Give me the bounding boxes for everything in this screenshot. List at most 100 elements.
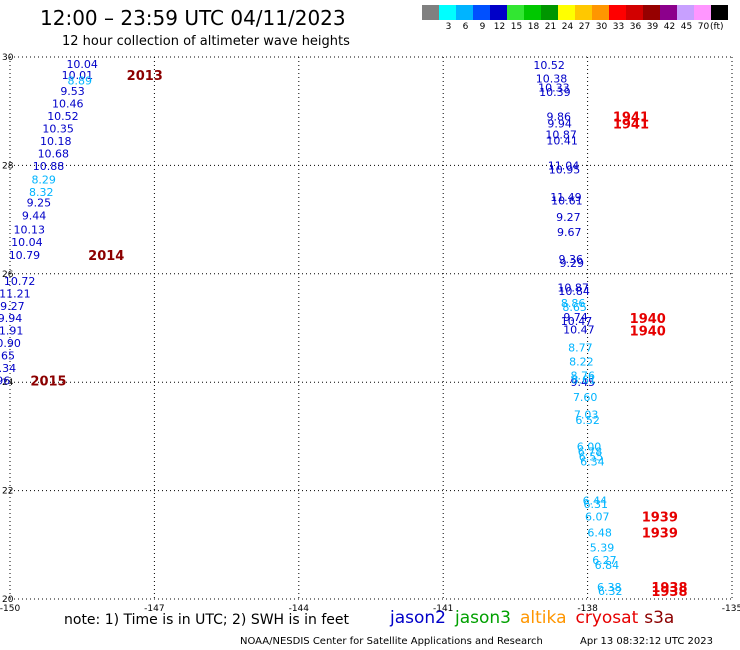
wave-height-label: 10.90	[0, 337, 21, 350]
wave-height-label: 10.35	[42, 123, 74, 136]
wave-height-label: 6.78	[578, 446, 603, 459]
wave-height-label: 6.38	[597, 581, 622, 594]
satellite-legend-cryosat: cryosat	[575, 608, 639, 628]
wave-height-label: 10.84	[558, 285, 590, 298]
wave-height-label: 6.55	[579, 450, 604, 463]
legend-swatch	[473, 5, 490, 20]
wave-height-label: 9.65	[0, 350, 15, 363]
x-tick-label: -150	[0, 604, 20, 614]
satellite-legend-jason3: jason3	[455, 608, 511, 628]
legend-tick-label: 30	[595, 22, 608, 32]
tick-layer: -150 -147 -144 -141 -138 -135 20 22 24 26 28 30	[0, 53, 740, 614]
wave-height-label: 10.47	[561, 315, 593, 328]
wave-height-label: 10.46	[52, 98, 84, 111]
chart-title: 12:00 – 23:59 UTC 04/11/2023	[40, 6, 346, 30]
wave-height-label: 6.32	[598, 585, 623, 598]
wave-height-label: 10.38	[536, 73, 568, 86]
wave-height-label: 10.87	[557, 281, 589, 294]
wave-height-label: 5.39	[590, 542, 615, 555]
legend-tick-label: 70	[697, 22, 710, 32]
wave-height-label: 6.00	[577, 441, 602, 454]
wave-height-label: 8.29	[31, 173, 56, 186]
grid-layer	[9, 56, 733, 600]
wave-height-label: 8.65	[562, 301, 587, 314]
legend-tick-label: 42	[663, 22, 676, 32]
y-tick-label: 24	[2, 378, 14, 388]
legend-swatch	[456, 5, 473, 20]
y-tick-label: 22	[2, 487, 13, 497]
y-tick-label: 30	[2, 53, 14, 63]
wave-height-label: 6.48	[587, 526, 612, 539]
wave-height-label: 6.44	[583, 494, 608, 507]
wave-height-label: 9.53	[60, 85, 85, 98]
legend-unit: (ft)	[710, 22, 724, 32]
wave-height-label: 9.36	[559, 253, 584, 266]
pass-label: 1940	[630, 325, 666, 340]
wave-height-label: 10.39	[539, 86, 571, 99]
legend-tick-label: 27	[578, 22, 591, 32]
wave-height-label: 8.77	[568, 342, 593, 355]
wave-height-label: 10.87	[545, 129, 577, 142]
pass-label: 2014	[88, 249, 124, 264]
legend-tick-label: 15	[510, 22, 523, 32]
legend-tick-label: 39	[646, 22, 659, 32]
wave-height-label: 8.32	[29, 186, 54, 199]
wave-height-label: 10.33	[538, 81, 570, 94]
wave-height-label: 10.61	[551, 195, 583, 208]
legend-swatch	[592, 5, 609, 20]
wave-height-label: 9.94	[0, 312, 22, 325]
wave-height-label: 10.68	[38, 147, 70, 160]
chart-subtitle: 12 hour collection of altimeter wave hei…	[62, 34, 350, 49]
wave-height-label: 10.04	[66, 58, 98, 71]
x-tick-label: -138	[577, 604, 598, 614]
legend-swatches	[422, 5, 728, 20]
wave-height-label: 8.76	[571, 370, 596, 383]
pass-label: 1938	[651, 581, 687, 596]
legend-swatch	[507, 5, 524, 20]
wave-height-label: 11.21	[0, 287, 31, 300]
wave-height-label: 11.91	[0, 325, 23, 338]
legend-swatch	[660, 5, 677, 20]
legend-swatch	[711, 5, 728, 20]
legend-swatch	[643, 5, 660, 20]
wave-height-label: 8.89	[68, 74, 93, 87]
x-tick-label: -147	[144, 604, 164, 614]
satellite-legend-altika: altika	[520, 608, 567, 628]
legend-tick-label: 9	[479, 22, 486, 32]
legend-swatch	[626, 5, 643, 20]
x-tick-label: -141	[433, 604, 453, 614]
legend-swatch	[694, 5, 711, 20]
wave-height-label: 6.31	[584, 498, 609, 511]
wave-height-label: 7.60	[573, 391, 598, 404]
y-tick-label: 26	[2, 270, 14, 280]
wave-height-label: 7.03	[574, 409, 599, 422]
wave-height-label: 10.79	[9, 249, 41, 262]
wave-height-label: 11.04	[548, 159, 580, 172]
legend-swatch	[677, 5, 694, 20]
wave-height-label: 6.34	[580, 455, 605, 468]
footer-note: note: 1) Time is in UTC; 2) SWH is in fe…	[64, 612, 350, 628]
y-tick-label: 28	[2, 161, 14, 171]
legend-tick-label: 33	[612, 22, 625, 32]
wave-height-label: 8.61	[571, 373, 596, 386]
y-tick-label: 20	[2, 595, 14, 605]
legend-tick-label: 36	[629, 22, 642, 32]
wave-height-label: 9.25	[27, 196, 52, 209]
satellite-legend-jason2: jason2	[390, 608, 446, 628]
wave-height-label: 9.27	[0, 300, 25, 313]
wave-height-label: 9.27	[556, 211, 581, 224]
legend-swatch	[541, 5, 558, 20]
legend-tick-label: 12	[493, 22, 506, 32]
wave-height-label: 8.22	[569, 356, 594, 369]
x-tick-label: -135	[722, 604, 740, 614]
wave-height-label: 10.95	[549, 164, 581, 177]
footer-timestamp: Apr 13 08:32:12 UTC 2023	[580, 636, 713, 647]
wave-height-color-legend: 3 6 9 12 15 18 21 24 27 30 33 36 39 42 45 70 (ft)	[422, 5, 732, 37]
data-label-layer: 10.0410.019.5310.4610.5210.3510.1810.681…	[0, 58, 622, 598]
wave-height-label: 10.47	[563, 324, 595, 337]
wave-height-label: 10.72	[4, 275, 36, 288]
wave-height-label: 6.84	[595, 559, 620, 572]
pass-label: 1941	[613, 111, 649, 126]
wave-height-label: 10.52	[533, 59, 565, 72]
